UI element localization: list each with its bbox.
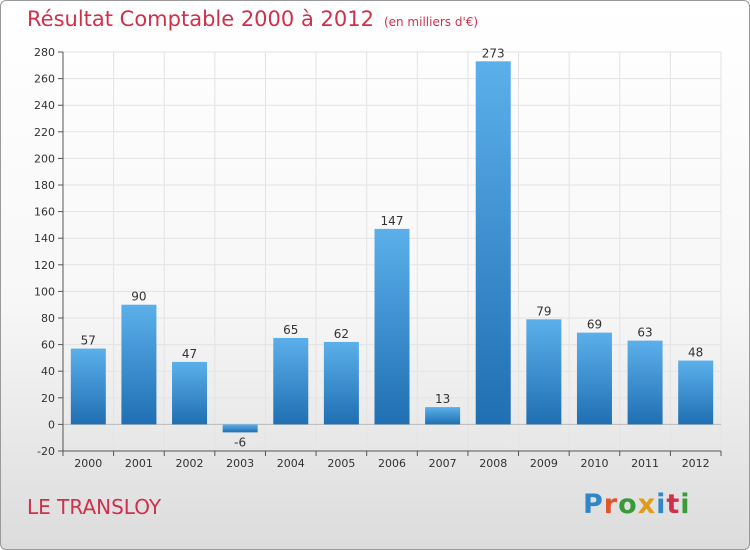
y-tick-label: 120 [34,259,55,272]
data-label: 13 [435,392,450,406]
data-label: 57 [81,334,96,348]
bar-2005 [323,341,359,425]
data-label: 273 [482,46,505,60]
data-label: 147 [381,214,404,228]
y-tick-label: 220 [34,126,55,139]
bar-2011 [627,340,663,425]
y-tick-label: 180 [34,179,55,192]
data-label: 48 [688,346,703,360]
x-tick-label: 2004 [277,457,305,470]
y-tick-label: 200 [34,152,55,165]
logo-letter: x [637,489,657,520]
logo-letter: i [680,489,691,520]
x-tick-label: 2010 [580,457,608,470]
logo-letter: o [618,489,638,520]
bar-2008 [475,61,511,425]
y-tick-label: 20 [41,392,55,405]
bar-2002 [172,361,208,425]
title-unit: (en milliers d'€) [383,15,479,29]
x-tick-label: 2011 [631,457,659,470]
logo-letter: i [656,489,667,520]
x-tick-label: 2012 [682,457,710,470]
bar-2012 [678,360,714,425]
y-tick-label: 280 [34,46,55,59]
x-tick-label: 2006 [378,457,406,470]
data-label: 63 [637,326,652,340]
x-tick-label: 2009 [530,457,558,470]
bar-2007 [425,407,461,425]
y-tick-label: 260 [34,73,55,86]
y-tick-label: 0 [48,418,55,431]
x-tick-label: 2000 [74,457,102,470]
x-tick-label: 2007 [429,457,457,470]
bar-2003 [222,424,258,433]
y-tick-label: 240 [34,99,55,112]
y-tick-label: 40 [41,365,55,378]
x-tick-label: 2001 [125,457,153,470]
bars: 57 90 47 -6 65 62 147 13 273 79 69 63 48 [70,46,714,449]
logo-letter: t [666,489,681,520]
bar-2000 [70,348,106,425]
data-label: 90 [131,290,146,304]
x-tick-label: 2008 [479,457,507,470]
y-tick-label: 100 [34,285,55,298]
bar-2006 [374,228,410,425]
bar-2009 [526,319,562,425]
data-label: 79 [536,304,551,318]
proxiti-logo: Proxiti [583,489,691,520]
bar-2004 [273,337,309,425]
data-label: 62 [334,327,349,341]
y-tick-label: 60 [41,339,55,352]
bar-2001 [121,304,157,425]
data-label: -6 [234,435,246,449]
y-tick-label: 160 [34,206,55,219]
commune-name: LE TRANSLOY [27,495,162,519]
logo-letter: r [603,489,619,520]
x-tick-label: 2003 [226,457,254,470]
x-tick-label: 2002 [176,457,204,470]
y-tick-label: 80 [41,312,55,325]
data-label: 65 [283,323,298,337]
y-tick-label: -20 [37,445,55,458]
data-label: 47 [182,347,197,361]
logo-letter: P [583,489,604,520]
axes: -20 0 20 40 60 80 100 120 140 160 180 200 220 240 260 2… [34,46,722,470]
chart-title: Résultat Comptable 2000 à 2012 (en millie… [27,7,478,31]
y-tick-label: 140 [34,232,55,245]
title-text: Résultat Comptable 2000 à 2012 [27,7,374,31]
bar-2010 [576,332,612,425]
x-tick-label: 2005 [327,457,355,470]
data-label: 69 [587,318,602,332]
